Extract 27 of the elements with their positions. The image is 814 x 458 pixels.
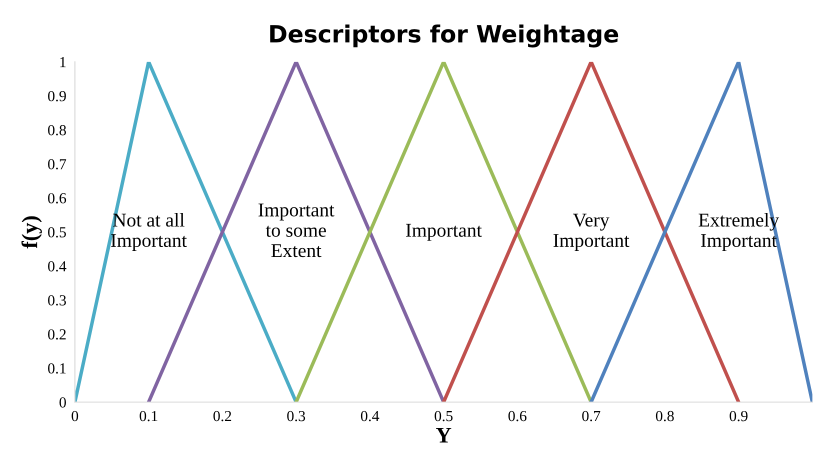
x-tick-label: 0.1 [140,410,158,422]
x-tick-label: 0 [72,410,78,422]
x-tick-label: 0.2 [213,410,232,422]
y-tick-label: 0.4 [48,261,66,272]
y-tick-label: 1 [60,57,66,68]
x-tick-label: 0.3 [287,410,306,422]
series-label: Very Important [553,214,630,251]
y-tick-label: 0.9 [48,91,66,102]
series-label: Important to some Extent [258,204,334,258]
chart-title: Descriptors for Weightage [270,24,618,48]
x-tick-label: 0.7 [582,410,600,422]
x-tick-label: 0.8 [656,410,674,422]
y-tick-label: 0.1 [48,363,66,374]
y-tick-label: 0.3 [48,295,66,306]
y-tick-label: 0.8 [48,125,66,136]
x-tick-label: 0.5 [434,410,453,422]
y-tick-label: 0.2 [48,329,66,340]
x-axis-title: Y [436,428,452,443]
x-tick-label: 0.4 [360,410,380,422]
y-tick-label: 0.6 [48,193,66,204]
x-tick-label: 0.9 [730,410,748,422]
x-tick-label: 0.6 [508,410,526,422]
series-label: Important [406,224,482,241]
y-axis-title: f(y) [21,216,42,248]
y-tick-label: 0.5 [48,227,66,238]
y-tick-label: 0 [60,397,66,408]
y-tick-label: 0.7 [48,159,66,170]
